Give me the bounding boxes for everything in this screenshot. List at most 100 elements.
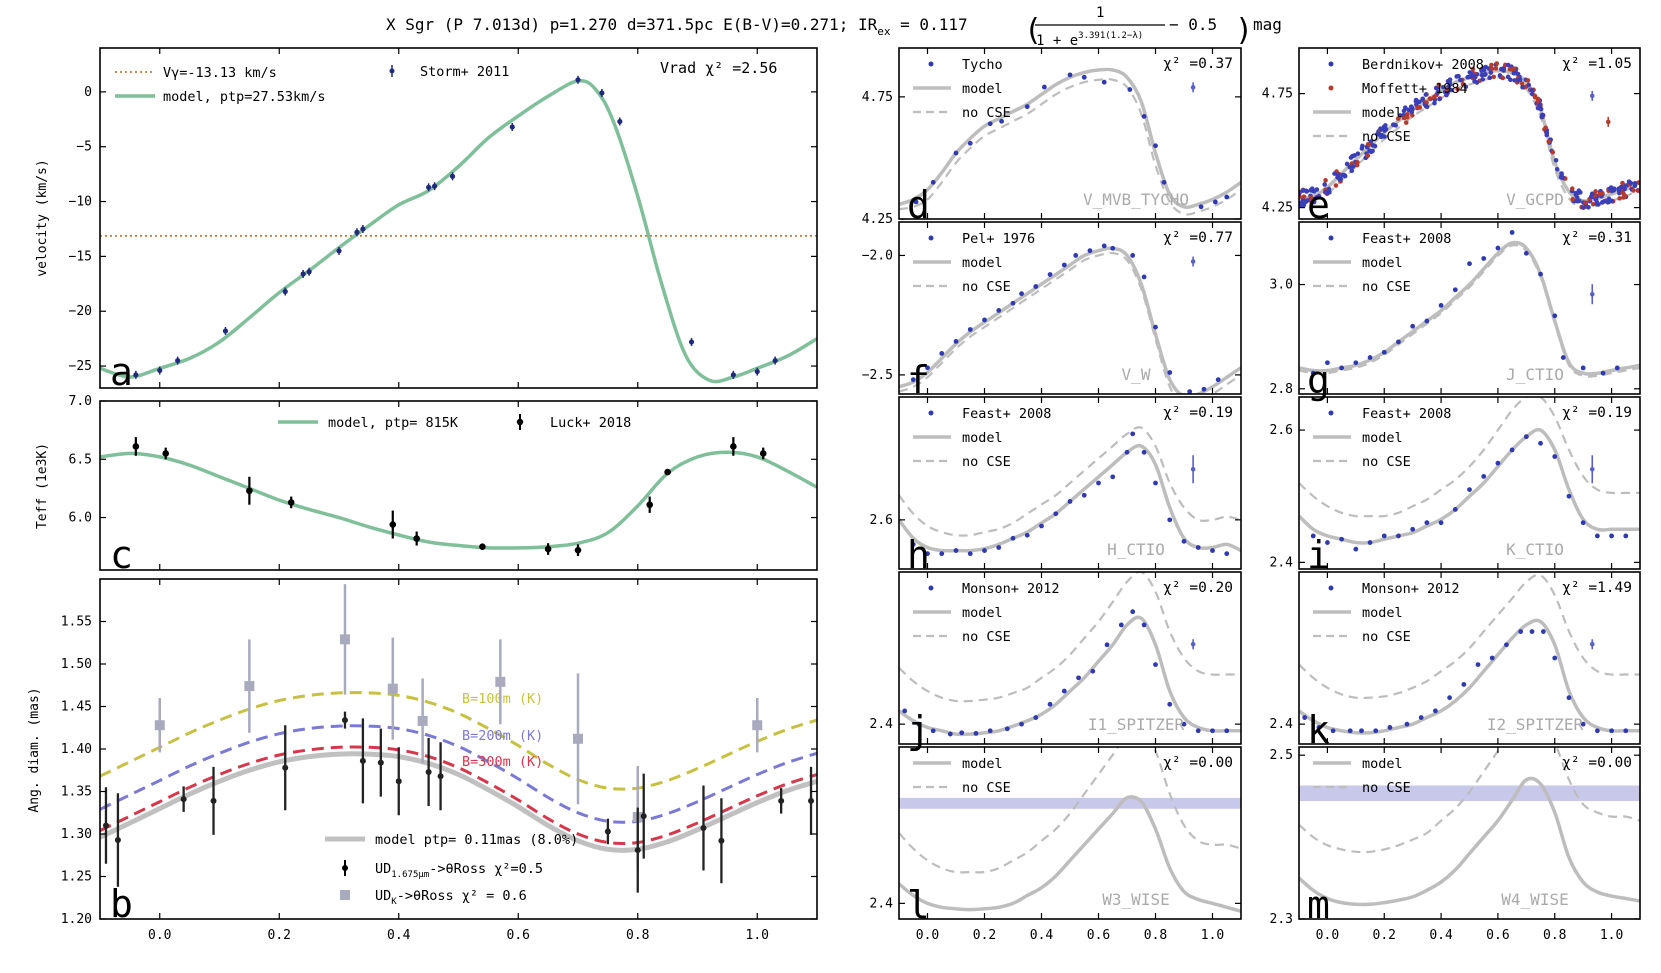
typical-error-bar	[1190, 455, 1196, 484]
data-point	[1623, 728, 1629, 734]
data-point	[1101, 79, 1107, 85]
berdnikov-point	[1539, 112, 1545, 118]
data-point	[1325, 360, 1330, 366]
berdnikov-point	[1508, 77, 1513, 82]
y-tick-label: 6.5	[69, 452, 92, 467]
storm-2011-point	[354, 228, 360, 237]
legend-label: model	[1362, 105, 1403, 121]
panel-b-angular-diameter: B=100m (K) B=200m (K) B=300m (K) 0.0 0.2 0.4 0…	[27, 578, 818, 943]
data-point	[1614, 365, 1620, 371]
y-tick-label: 1.25	[61, 870, 92, 885]
data-point	[1010, 535, 1016, 541]
panel-letter: j	[907, 708, 930, 752]
data-point	[1004, 726, 1010, 732]
curve-model	[100, 751, 817, 853]
storm-2011-point	[175, 356, 181, 365]
moffett-point	[1355, 160, 1360, 165]
data-point	[930, 179, 936, 185]
y-tick-label: 1.50	[61, 657, 92, 672]
data-point	[1461, 682, 1467, 687]
data-point	[967, 327, 973, 332]
data-point	[1067, 72, 1073, 78]
model-curve	[1299, 240, 1640, 376]
marker	[1589, 466, 1595, 472]
data-point	[1353, 546, 1359, 552]
moffett-point	[1600, 190, 1605, 196]
data-point	[1523, 250, 1529, 256]
data-point	[1210, 728, 1215, 734]
marker	[114, 836, 121, 843]
data-point	[982, 317, 987, 323]
data-point	[1481, 256, 1487, 261]
moffett-point	[1500, 75, 1506, 81]
luck-2018-point	[389, 510, 397, 539]
moffett-point	[1365, 153, 1371, 158]
legend-swatch	[342, 860, 348, 876]
data-point	[1130, 253, 1136, 258]
ud-h-point	[634, 807, 641, 893]
data-point	[1438, 302, 1444, 308]
legend-swatch	[1328, 235, 1334, 241]
data-point	[902, 708, 908, 714]
data-point	[1073, 253, 1079, 258]
typical-error-bar	[1589, 639, 1595, 650]
luck-2018-point	[646, 496, 653, 513]
data-point	[1141, 449, 1147, 455]
data-point	[1141, 622, 1147, 628]
ud-k-point	[495, 639, 506, 725]
marker	[617, 118, 623, 125]
moffett-point	[1507, 66, 1513, 72]
berdnikov-point	[1607, 186, 1613, 192]
data-point	[1580, 721, 1586, 727]
band-tag: I1_SPITZER	[1088, 715, 1185, 734]
y-tick-label: 0	[84, 85, 92, 100]
curve-b-100m-k-	[100, 691, 817, 791]
marker	[377, 759, 384, 766]
berdnikov-point	[1594, 202, 1600, 207]
legend-label: model	[962, 255, 1003, 271]
legend-swatch	[516, 414, 524, 430]
berdnikov-point	[1440, 84, 1446, 90]
marker	[180, 796, 187, 803]
data-point	[1127, 87, 1133, 92]
legend-label: model	[962, 81, 1003, 97]
berdnikov-point	[1310, 188, 1316, 194]
data-point	[1580, 520, 1586, 526]
y-axis-label: velocity (km/s)	[35, 159, 50, 276]
berdnikov-point	[1537, 102, 1543, 108]
moffett-point	[1546, 139, 1552, 144]
x-tick-label: 0.0	[148, 928, 171, 943]
legend-label: Monson+ 2012	[962, 581, 1060, 597]
model-curve	[100, 450, 817, 550]
data-point	[1187, 389, 1193, 394]
y-tick-label: 7.0	[69, 394, 92, 409]
axes-frame	[1298, 746, 1641, 920]
data-point	[1198, 204, 1204, 210]
berdnikov-point	[1342, 173, 1348, 179]
y-tick-label: 2.6	[1270, 423, 1293, 438]
panel-letter: i	[1307, 533, 1330, 577]
data-point	[1033, 284, 1039, 289]
luck-2018-point	[287, 496, 295, 509]
berdnikov-point	[1437, 96, 1442, 102]
panel-d-v-mvb-tycho: 4.25 4.75 d V_MVB_TYCHO χ² =0.37 Tycho model no…	[862, 47, 1242, 227]
marker	[389, 68, 395, 74]
data-point	[1096, 480, 1101, 486]
legend-label: UDK->θRoss χ² = 0.6	[375, 888, 527, 907]
ud-h-point	[395, 747, 402, 816]
data-point	[1215, 377, 1221, 383]
x-tick-label: 0.2	[1373, 928, 1396, 943]
marker	[336, 248, 342, 254]
storm-2011-point	[306, 267, 312, 276]
chi2-label: χ² =1.05	[1562, 56, 1632, 72]
data-point	[1061, 262, 1067, 268]
data-point	[1101, 243, 1107, 249]
data-point	[916, 721, 922, 727]
legend-swatch	[1328, 85, 1334, 91]
typical-error-bar	[1190, 256, 1196, 267]
y-axis-label: Ang. diam. (mas)	[27, 687, 42, 812]
axes-frame	[1298, 47, 1641, 220]
curve-b-200m-k-	[100, 724, 817, 824]
no-cse-curve	[1299, 244, 1640, 378]
